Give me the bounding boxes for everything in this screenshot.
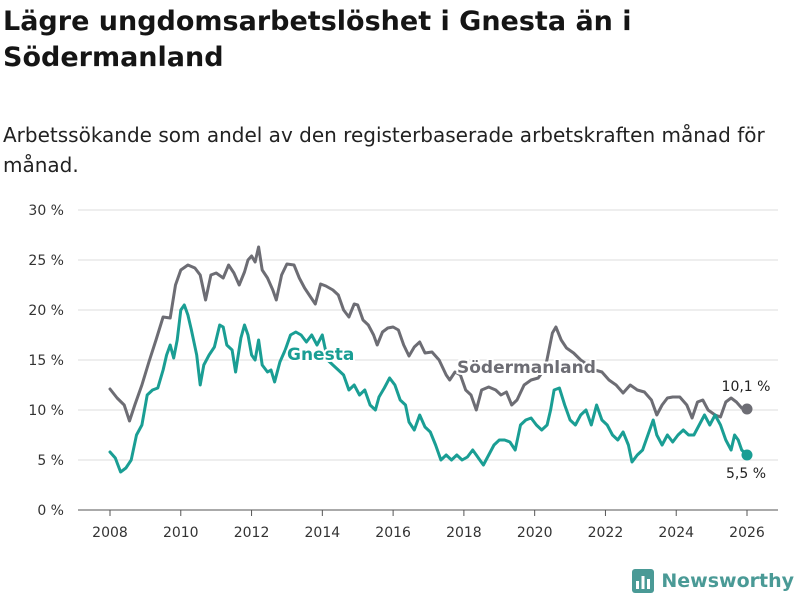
series-line-sodermanland — [108, 245, 749, 423]
end-point-sodermanland — [741, 403, 753, 415]
series-label-gnesta: Gnesta — [287, 345, 354, 365]
y-tick-label: 5 % — [37, 453, 64, 469]
series-line-gnesta — [108, 303, 749, 474]
brand-name: Newsworthy — [661, 570, 794, 592]
newsworthy-logo: Newsworthy — [631, 568, 794, 594]
x-tick-label: 2016 — [375, 525, 411, 541]
chart-subtitle: Arbetssökande som andel av den registerb… — [3, 123, 765, 177]
x-tick-label: 2010 — [163, 525, 199, 541]
y-tick-label: 25 % — [28, 253, 64, 269]
x-tick-label: 2018 — [446, 525, 482, 541]
x-tick-label: 2012 — [234, 525, 270, 541]
newsworthy-logo-icon — [632, 569, 655, 593]
x-tick-label: 2008 — [92, 525, 128, 541]
end-point-gnesta — [741, 449, 753, 461]
y-tick-label: 20 % — [28, 303, 64, 319]
series-label-sodermanland: Södermanland — [457, 358, 596, 378]
y-tick-label: 10 % — [28, 403, 64, 419]
y-tick-label: 30 % — [28, 203, 64, 219]
x-tick-label: 2024 — [658, 525, 694, 541]
x-tick-label: 2020 — [517, 525, 553, 541]
chart-title: Lägre ungdomsarbetslöshet i Gnesta än i … — [3, 6, 632, 73]
y-tick-label: 15 % — [28, 353, 64, 369]
end-label-gnesta: 5,5 % — [726, 466, 766, 482]
y-tick-label: 0 % — [37, 503, 64, 519]
x-tick-label: 2022 — [588, 525, 624, 541]
x-tick-label: 2026 — [729, 525, 765, 541]
end-label-sodermanland: 10,1 % — [722, 379, 771, 395]
x-tick-label: 2014 — [305, 525, 341, 541]
